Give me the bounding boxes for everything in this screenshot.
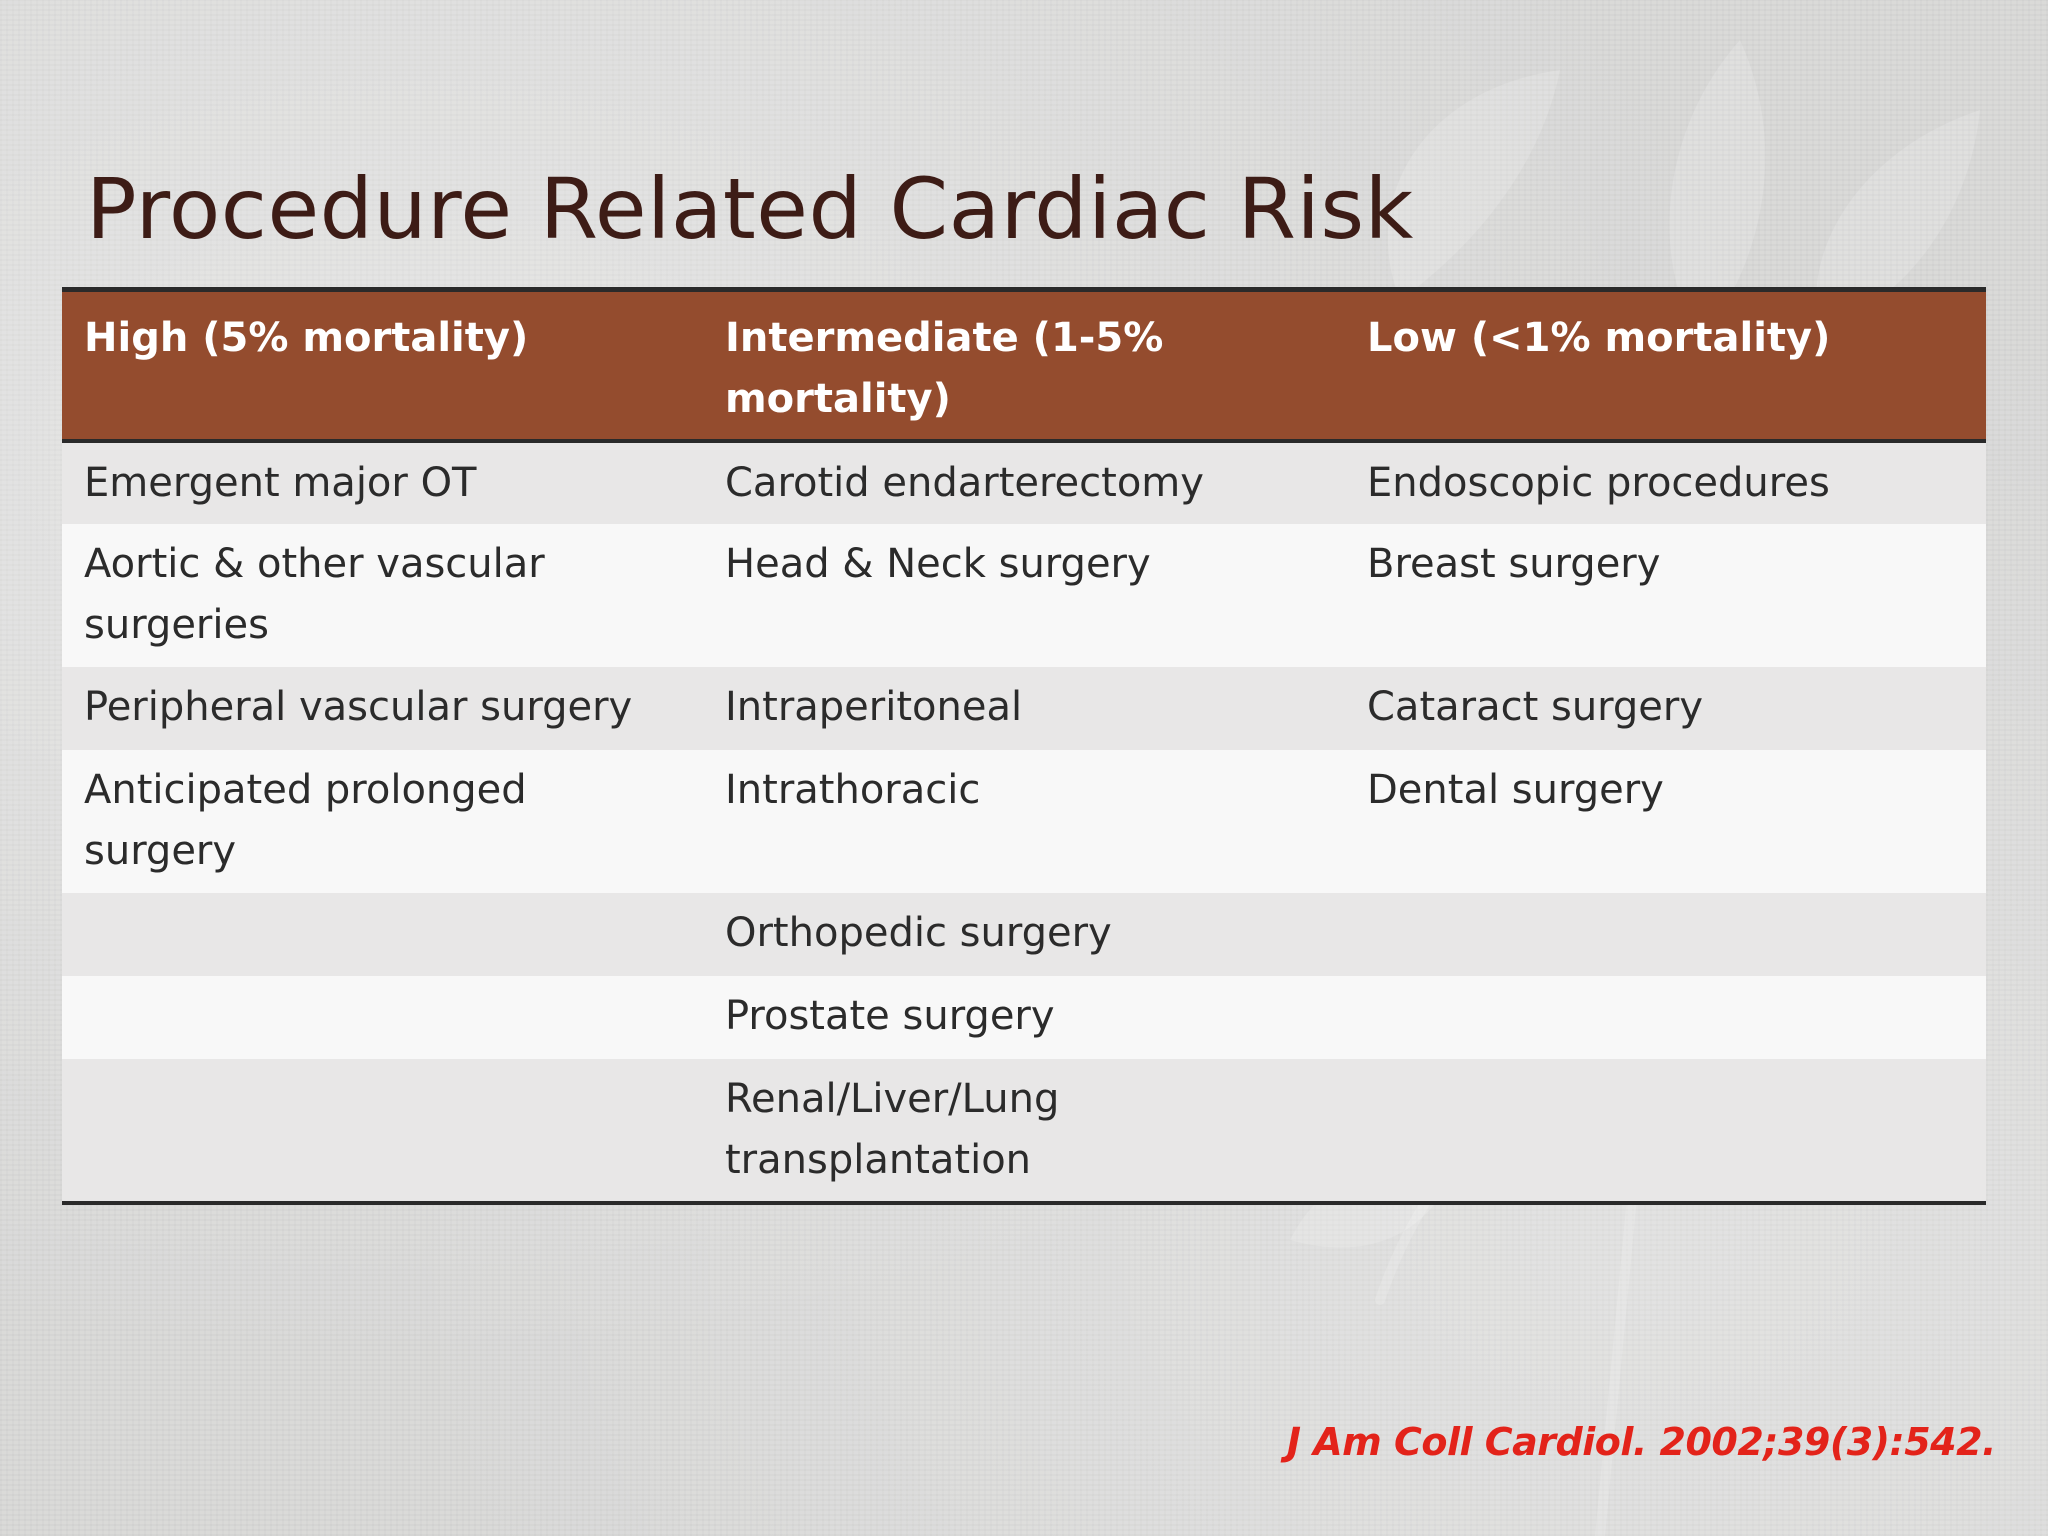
cell-high: Peripheral vascular surgery bbox=[84, 684, 633, 730]
table-row: Renal/Liver/Lung transplantation bbox=[62, 1059, 1986, 1203]
header-low-risk: Low (<1% mortality) bbox=[1367, 315, 1831, 361]
cell-high bbox=[62, 893, 703, 976]
table-row: Orthopedic surgery bbox=[62, 893, 1986, 976]
cell-low: Endoscopic procedures bbox=[1367, 460, 1830, 506]
table-row: Anticipated prolonged surgery Intrathora… bbox=[62, 750, 1986, 893]
table-row: Peripheral vascular surgery Intraperiton… bbox=[62, 667, 1986, 750]
cell-low: Dental surgery bbox=[1367, 767, 1664, 813]
cell-intermediate: Intraperitoneal bbox=[725, 684, 1023, 730]
cell-low bbox=[1345, 976, 1986, 1059]
table-header: High (5% mortality) Intermediate (1-5% m… bbox=[62, 289, 1986, 441]
citation-reference: J Am Coll Cardiol. 2002;39(3):542. bbox=[1286, 1420, 1997, 1464]
cell-intermediate: Prostate surgery bbox=[725, 993, 1055, 1039]
cell-intermediate: Head & Neck surgery bbox=[725, 541, 1151, 587]
cell-intermediate: Intrathoracic bbox=[725, 767, 981, 813]
cell-high bbox=[62, 1059, 703, 1203]
table-body: Emergent major OT Carotid endarterectomy… bbox=[62, 441, 1986, 1203]
cell-high: Anticipated prolonged surgery bbox=[84, 767, 527, 874]
cell-high: Emergent major OT bbox=[84, 460, 477, 506]
risk-table: High (5% mortality) Intermediate (1-5% m… bbox=[62, 287, 1986, 1205]
table-row: Aortic & other vascular surgeries Head &… bbox=[62, 524, 1986, 667]
cell-high bbox=[62, 976, 703, 1059]
cell-low: Breast surgery bbox=[1367, 541, 1661, 587]
cell-low bbox=[1345, 893, 1986, 976]
cell-low bbox=[1345, 1059, 1986, 1203]
header-high-risk: High (5% mortality) bbox=[84, 315, 529, 361]
cell-intermediate: Orthopedic surgery bbox=[725, 910, 1112, 956]
risk-table-container: High (5% mortality) Intermediate (1-5% m… bbox=[62, 287, 1986, 1205]
cell-high: Aortic & other vascular surgeries bbox=[84, 541, 545, 648]
header-intermediate-risk: Intermediate (1-5% mortality) bbox=[725, 315, 1164, 422]
cell-low: Cataract surgery bbox=[1367, 684, 1704, 730]
slide-title: Procedure Related Cardiac Risk bbox=[86, 160, 1414, 258]
cell-intermediate: Renal/Liver/Lung transplantation bbox=[725, 1076, 1060, 1183]
table-row: Prostate surgery bbox=[62, 976, 1986, 1059]
table-row: Emergent major OT Carotid endarterectomy… bbox=[62, 441, 1986, 524]
cell-intermediate: Carotid endarterectomy bbox=[725, 460, 1204, 506]
header-row: High (5% mortality) Intermediate (1-5% m… bbox=[62, 289, 1986, 441]
